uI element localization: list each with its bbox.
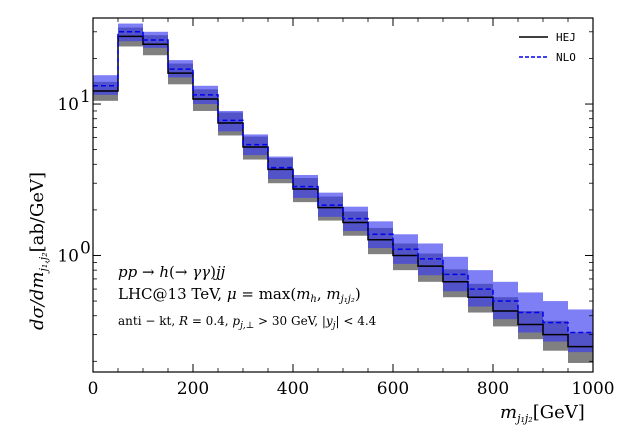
legend-nlo-label: NLO	[556, 51, 576, 64]
y-tick-label: 10	[57, 95, 79, 115]
x-tick-label: 800	[477, 379, 509, 399]
y-axis-label: dσ/dmj₁,j₂[ab/GeV]	[27, 172, 50, 330]
x-tick-label: 600	[377, 379, 409, 399]
band-nlo-bin	[293, 174, 318, 198]
y-tick-label-exponent: 0	[80, 238, 91, 258]
band-nlo-bin	[343, 206, 368, 232]
central-lines	[93, 31, 593, 348]
band-nlo-bin	[543, 301, 568, 342]
x-tick-label: 0	[88, 379, 99, 399]
x-axis-label: mj₁j₂[GeV]	[500, 402, 585, 425]
x-tick-label: 400	[277, 379, 309, 399]
band-nlo-bin	[218, 110, 243, 132]
band-nlo-bin	[568, 309, 593, 353]
y-tick-label-exponent: 1	[80, 87, 91, 107]
uncertainty-bands	[93, 23, 593, 363]
legend: HEJ NLO	[519, 31, 576, 64]
series-hej-line	[93, 35, 593, 348]
legend-hej-label: HEJ	[556, 31, 576, 44]
x-tick-label: 1000	[571, 379, 614, 399]
annotation-cuts: anti − kt, R = 0.4, pj,⊥ > 30 GeV, |yj| …	[118, 314, 377, 331]
y-tick-label: 10	[57, 246, 79, 266]
series-nlo-line	[93, 31, 593, 334]
annotation-process: pp → h(→ γγ)jj	[118, 263, 226, 281]
x-tick-label: 200	[177, 379, 209, 399]
annotation-scale: LHC@13 TeV, μ = max(mh, mj₁j₂)	[118, 285, 361, 305]
